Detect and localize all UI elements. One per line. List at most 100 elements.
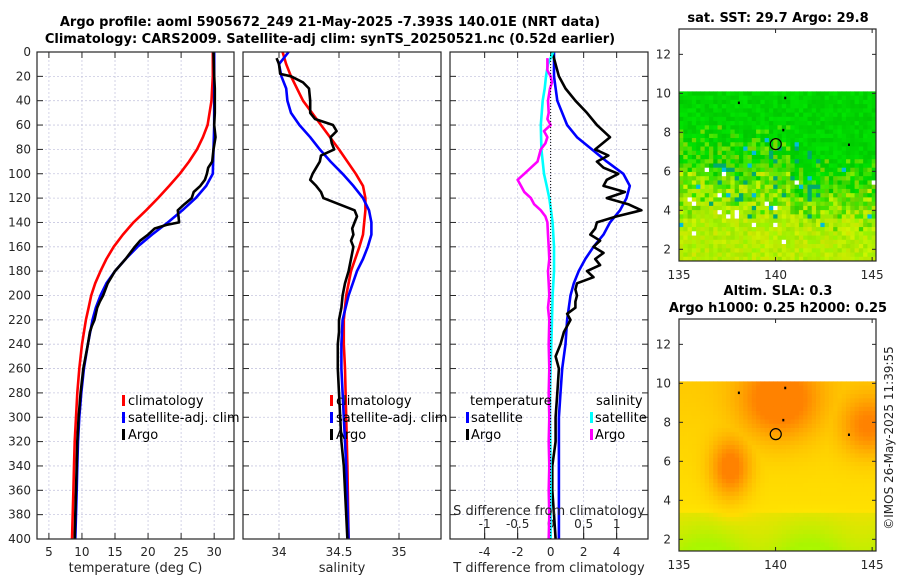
map-cell xyxy=(816,112,821,118)
map-cell xyxy=(867,95,873,101)
map-cell xyxy=(858,504,864,509)
map-cell xyxy=(756,517,761,522)
map-cell xyxy=(700,534,706,539)
map-ytick-label: 8 xyxy=(663,415,671,429)
map-cell xyxy=(867,457,873,463)
map-cell xyxy=(734,231,740,236)
map-cell xyxy=(730,142,736,147)
map-cell xyxy=(850,154,855,160)
map-cell xyxy=(798,381,804,387)
map-cell xyxy=(833,542,838,548)
map-cell xyxy=(743,180,748,186)
map-cell xyxy=(738,461,744,467)
map-cell xyxy=(854,180,860,186)
map-cell xyxy=(773,222,778,228)
map-cell xyxy=(696,99,701,105)
map-cell xyxy=(751,542,757,548)
map-cell xyxy=(833,512,838,518)
map-cell xyxy=(773,248,778,253)
map-cell xyxy=(751,483,757,488)
map-cell xyxy=(760,508,766,514)
map-ytick-label: 12 xyxy=(656,47,671,61)
map-cell xyxy=(820,176,826,181)
legend-label: satellite-adj. clim xyxy=(128,411,240,426)
map-cell xyxy=(803,150,808,156)
map-cell xyxy=(747,108,753,113)
map-cell xyxy=(713,470,718,476)
map-cell xyxy=(858,188,864,194)
map-cell xyxy=(854,504,860,509)
map-cell xyxy=(803,214,808,219)
map-cell xyxy=(751,210,757,215)
map-cell xyxy=(717,440,723,446)
map-cell xyxy=(691,500,697,505)
map-cell xyxy=(828,252,834,258)
map-cell xyxy=(756,163,761,169)
map-cell xyxy=(691,252,697,258)
map-cell xyxy=(777,188,783,194)
map-cell xyxy=(747,381,753,387)
map-cell xyxy=(820,214,826,219)
map-cell xyxy=(704,457,710,463)
map-cell xyxy=(871,154,877,160)
map-cell xyxy=(816,256,821,262)
map-cell xyxy=(743,222,748,228)
map-cell xyxy=(846,436,851,442)
map-cell xyxy=(773,461,778,467)
map-cell xyxy=(803,478,808,484)
map-cell xyxy=(811,517,817,522)
map-cell xyxy=(863,457,868,463)
map-cell xyxy=(679,428,684,433)
map-cell xyxy=(863,201,868,207)
map-cell xyxy=(781,99,787,105)
map-cell xyxy=(760,193,766,198)
map-cell xyxy=(747,171,753,177)
map-cell xyxy=(824,406,830,412)
map-cell xyxy=(837,244,843,249)
map-cell xyxy=(756,244,761,249)
map-cell xyxy=(691,529,697,535)
map-cell xyxy=(854,466,860,471)
map-cell xyxy=(841,432,847,437)
map-cell xyxy=(768,389,774,395)
map-cell xyxy=(734,197,740,203)
map-cell xyxy=(756,239,761,245)
map-cell xyxy=(717,449,723,454)
map-cell xyxy=(798,538,804,543)
map-cell xyxy=(803,231,808,236)
map-cell xyxy=(841,188,847,194)
map-cell xyxy=(781,159,787,164)
map-cell xyxy=(828,154,834,160)
map-cell xyxy=(863,112,868,118)
map-cell xyxy=(756,461,761,467)
map-cell xyxy=(738,252,744,258)
map-cell xyxy=(837,112,843,118)
map-cell xyxy=(841,99,847,105)
map-cell xyxy=(704,184,710,190)
map-cell xyxy=(846,411,851,416)
map-cell xyxy=(820,487,826,493)
map-cell xyxy=(679,500,684,505)
map-cell xyxy=(841,176,847,181)
map-cell xyxy=(807,512,813,518)
map-cell xyxy=(730,222,736,228)
map-cell xyxy=(687,466,693,471)
map-cell xyxy=(687,525,693,531)
map-cell xyxy=(743,525,748,531)
map-cell xyxy=(850,534,855,539)
map-cell xyxy=(816,449,821,454)
map-cell xyxy=(811,525,817,531)
map-cell xyxy=(730,201,736,207)
map-cell xyxy=(833,495,838,501)
map-cell xyxy=(871,512,877,518)
map-cell xyxy=(824,428,830,433)
map-cell xyxy=(683,504,688,509)
map-cell xyxy=(734,154,740,160)
map-cell xyxy=(743,210,748,215)
map-cell xyxy=(807,461,813,467)
map-cell xyxy=(820,159,826,164)
map-cell xyxy=(773,428,778,433)
map-cell xyxy=(738,500,744,505)
map-cell xyxy=(764,197,770,203)
map-cell xyxy=(794,381,800,387)
